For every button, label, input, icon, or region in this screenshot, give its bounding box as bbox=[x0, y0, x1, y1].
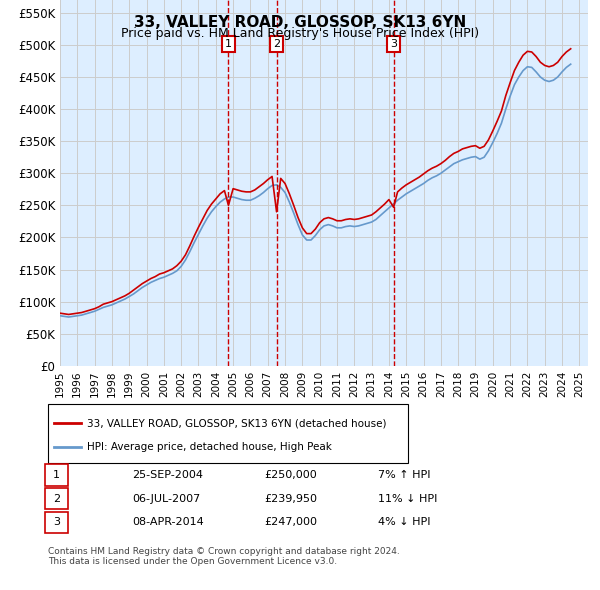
Text: 2: 2 bbox=[53, 494, 60, 503]
Text: 1: 1 bbox=[53, 470, 60, 480]
Text: 25-SEP-2004: 25-SEP-2004 bbox=[132, 470, 203, 480]
Text: HPI: Average price, detached house, High Peak: HPI: Average price, detached house, High… bbox=[87, 442, 332, 451]
Text: 3: 3 bbox=[390, 39, 397, 49]
Text: Contains HM Land Registry data © Crown copyright and database right 2024.
This d: Contains HM Land Registry data © Crown c… bbox=[48, 547, 400, 566]
Text: 11% ↓ HPI: 11% ↓ HPI bbox=[378, 494, 437, 503]
Text: 3: 3 bbox=[53, 517, 60, 527]
Text: 33, VALLEY ROAD, GLOSSOP, SK13 6YN (detached house): 33, VALLEY ROAD, GLOSSOP, SK13 6YN (deta… bbox=[87, 418, 386, 428]
Text: 33, VALLEY ROAD, GLOSSOP, SK13 6YN: 33, VALLEY ROAD, GLOSSOP, SK13 6YN bbox=[134, 15, 466, 30]
Text: 08-APR-2014: 08-APR-2014 bbox=[132, 517, 204, 527]
Text: 2: 2 bbox=[273, 39, 280, 49]
Text: £239,950: £239,950 bbox=[264, 494, 317, 503]
Text: Price paid vs. HM Land Registry's House Price Index (HPI): Price paid vs. HM Land Registry's House … bbox=[121, 27, 479, 40]
Text: 06-JUL-2007: 06-JUL-2007 bbox=[132, 494, 200, 503]
Text: 1: 1 bbox=[225, 39, 232, 49]
Text: £250,000: £250,000 bbox=[264, 470, 317, 480]
Text: £247,000: £247,000 bbox=[264, 517, 317, 527]
Text: 7% ↑ HPI: 7% ↑ HPI bbox=[378, 470, 431, 480]
Text: 4% ↓ HPI: 4% ↓ HPI bbox=[378, 517, 431, 527]
